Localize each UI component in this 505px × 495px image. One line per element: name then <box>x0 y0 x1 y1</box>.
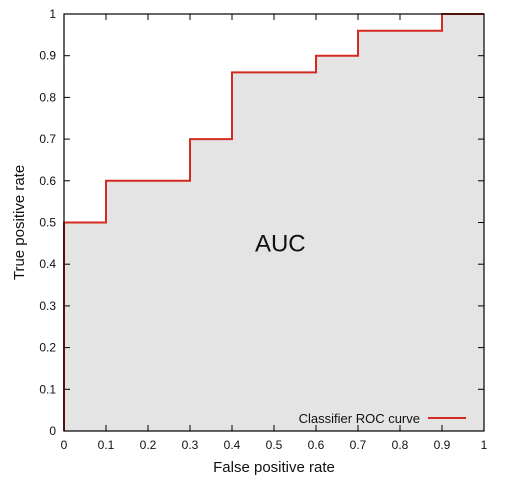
y-tick-label: 0.6 <box>39 174 56 188</box>
x-tick-label: 0.5 <box>266 438 283 452</box>
y-tick-label: 0 <box>49 424 56 438</box>
auc-annotation: AUC <box>255 231 306 258</box>
x-axis-label: False positive rate <box>213 459 335 476</box>
x-tick-label: 1 <box>481 438 488 452</box>
y-tick-label: 0.2 <box>39 341 56 355</box>
y-tick-label: 0.8 <box>39 90 56 104</box>
auc-area-fill <box>64 14 484 431</box>
y-tick-label: 0.5 <box>39 216 56 230</box>
y-axis-label: True positive rate <box>11 165 28 280</box>
x-tick-label: 0.6 <box>308 438 325 452</box>
x-tick-label: 0.3 <box>182 438 199 452</box>
x-tick-label: 0.2 <box>140 438 157 452</box>
y-tick-label: 0.4 <box>39 257 56 271</box>
x-tick-label: 0.8 <box>392 438 409 452</box>
y-tick-label: 0.7 <box>39 132 56 146</box>
plot-area: 0 0.1 0.2 0.3 0.4 0.5 0.6 0.7 0.8 0.9 1 0 0.1 0.2 0.3… <box>39 7 487 452</box>
y-tick-label: 0.1 <box>39 382 56 396</box>
x-tick-label: 0.1 <box>98 438 115 452</box>
y-tick-label: 0.3 <box>39 299 56 313</box>
x-tick-label: 0 <box>61 438 68 452</box>
x-tick-label: 0.4 <box>224 438 241 452</box>
roc-curve-line <box>63 13 484 431</box>
legend: Classifier ROC curve <box>299 411 466 426</box>
y-tick-label: 0.9 <box>39 49 56 63</box>
x-tick-label: 0.9 <box>434 438 451 452</box>
x-axis-ticks: 0 0.1 0.2 0.3 0.4 0.5 0.6 0.7 0.8 0.9 1 <box>61 14 488 452</box>
x-tick-label: 0.7 <box>350 438 367 452</box>
legend-label: Classifier ROC curve <box>299 411 420 426</box>
plot-frame <box>63 13 485 432</box>
y-tick-label: 1 <box>49 7 56 21</box>
